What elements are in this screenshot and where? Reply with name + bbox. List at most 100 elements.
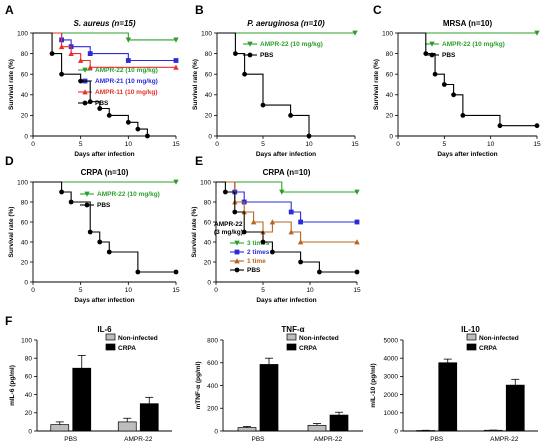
x-tick-label: 10 [305,141,313,148]
y-tick-label: 80 [21,51,29,58]
legend-label: AMPR-22 (10 mg/kg) [442,41,505,48]
survival-panel-C: C MRSA (n=10) 0 20 40 60 80 100 0 5 10 15 Days after… [373,3,541,158]
category-label: PBS [251,436,265,443]
x-tick-label: 10 [487,141,495,148]
y-tick-label: 20 [21,259,29,266]
x-axis-label: Days after infection [256,151,316,158]
y-tick-label: 60 [25,374,33,381]
legend-label: PBS [442,52,456,59]
data-point [352,30,358,36]
bar-panel-il-6: F IL-6 0 20 40 60 80 100 mIL-6 (pg/ml) PBS AMPR-22… [5,314,172,443]
legend-marker [234,258,240,264]
legend-marker [429,52,435,58]
chart-title: TNF-α [281,325,304,334]
data-point [260,102,266,108]
legend-label: AMPR-22 (10 mg/kg) [260,41,323,48]
series-line [216,181,357,273]
data-point [59,189,64,195]
legend-label: 2 times [247,249,270,256]
y-axis-label: Survival rate (%) [8,59,15,110]
y-tick-label: 60 [21,219,29,226]
data-point [125,37,132,43]
legend-label: 1 time [247,258,266,265]
category-label: AMPR-22 [314,436,343,443]
chart-title: IL-10 [461,325,480,334]
panel-label: A [5,3,14,17]
x-tick-label: 10 [306,287,314,294]
y-tick-label: 20 [25,410,33,417]
x-tick-label: 0 [215,141,219,148]
legend-label: PBS [97,202,111,209]
legend-label: AMPR-21 (10 mg/kg) [95,78,158,85]
x-tick-label: 5 [261,287,265,294]
survival-panel-D: D CRPA (n=10) 0 20 40 60 80 100 0 5 10 15 Days after… [5,154,180,304]
data-point [233,51,238,56]
data-point [173,64,179,70]
data-point [173,179,179,185]
y-tick-label: 2000 [384,392,399,399]
legend-label: Non-infected [479,335,519,342]
data-point [354,219,360,225]
y-axis-label: Survival rate (%) [191,207,198,258]
data-point [497,123,503,129]
x-tick-label: 15 [351,141,359,148]
legend-marker [84,202,90,208]
x-tick-label: 0 [214,287,218,294]
legend-label: PBS [95,100,109,107]
bar [237,427,257,432]
y-tick-label: 100 [17,179,28,186]
data-point [173,269,179,275]
chart-title: MRSA (n=10) [443,19,493,28]
data-point [135,126,141,132]
y-tick-label: 5000 [384,337,399,344]
series-pbs [398,32,540,129]
legend-marker [234,249,240,255]
y-tick-label: 40 [204,239,212,246]
legend-label: Non-infected [299,335,339,342]
data-point [97,239,103,245]
legend-swatch [286,333,297,341]
data-point [145,133,150,139]
series-pbs [33,32,150,139]
category-label: PBS [64,436,78,443]
y-tick-label: 0 [394,428,398,435]
x-axis-label: Days after infection [256,297,316,304]
x-tick-label: 15 [533,141,541,148]
legend-label: AMPR-22 (10 mg/kg) [95,67,158,74]
y-tick-label: 60 [205,72,213,79]
data-point [173,58,179,63]
series-line [217,32,310,136]
bar [259,364,279,432]
x-axis-label: Days after infection [437,151,497,158]
data-point [58,43,65,50]
y-axis-label: Survival rate (%) [373,59,380,110]
y-tick-label: 80 [25,356,33,363]
y-axis-label: mIL-6 (pg/ml) [9,365,16,406]
x-tick-label: 5 [79,287,83,294]
y-tick-label: 1000 [384,410,399,417]
data-point [173,37,179,43]
y-tick-label: 100 [201,30,212,37]
y-tick-label: 3000 [384,374,399,381]
series-ampr-21-10-mg-kg- [33,32,179,63]
data-point [534,123,540,129]
bar [329,414,349,432]
panel-label: D [5,154,14,168]
data-point [354,239,360,245]
data-point [125,58,131,63]
y-tick-label: 20 [386,113,394,120]
series-pbs [217,32,312,139]
data-point [288,229,294,235]
legend-marker [247,41,253,47]
data-point [87,229,93,235]
legend-swatch [466,343,477,351]
y-tick-label: 100 [382,30,393,37]
y-tick-label: 0 [214,428,218,435]
series-ampr-22-10-mg-kg- [217,30,358,36]
data-point [451,92,456,98]
y-tick-label: 80 [205,51,213,58]
y-tick-label: 0 [24,133,28,140]
data-point [432,71,438,77]
data-point [97,106,103,111]
